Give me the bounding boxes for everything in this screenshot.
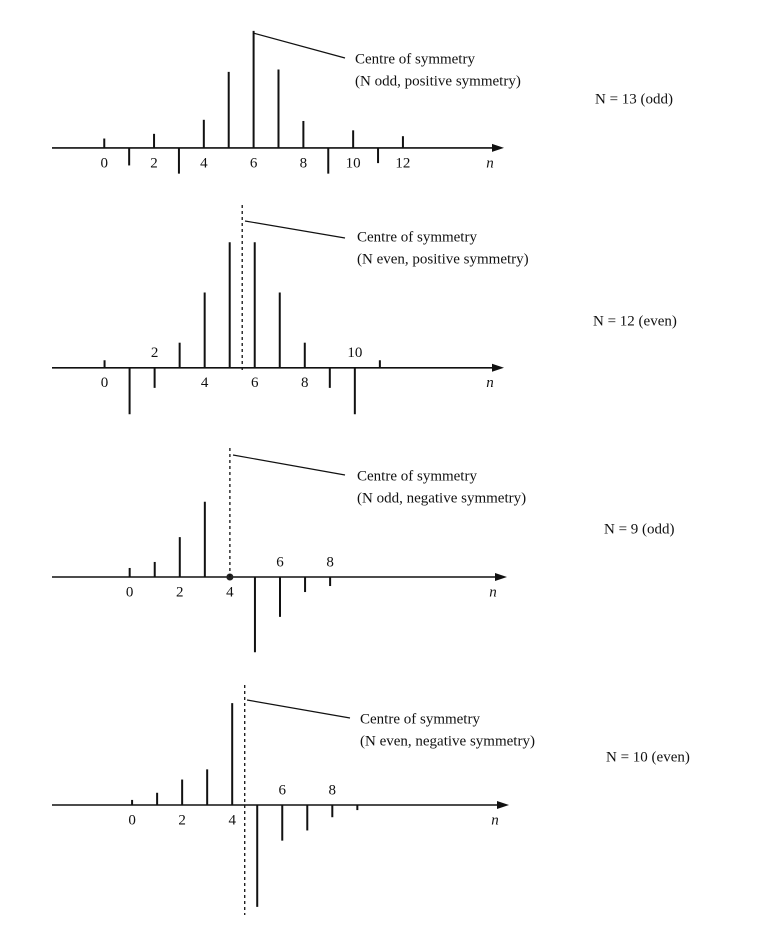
pointer — [232, 454, 346, 476]
arrow-head — [492, 363, 504, 372]
x-tick-label: 4 — [201, 375, 209, 391]
x-tick-label: 2 — [176, 584, 184, 600]
x-tick-label: 8 — [300, 155, 308, 171]
annotation: (N even, positive symmetry) — [357, 251, 529, 267]
pointer — [244, 220, 346, 239]
x-tick-label: 12 — [395, 155, 410, 171]
x-tick-label: 8 — [326, 554, 334, 570]
x-tick-label: 4 — [228, 812, 236, 828]
x-tick-label: 0 — [126, 584, 134, 600]
panel-label: N = 9 (odd) — [604, 521, 675, 537]
arrow-head — [495, 573, 507, 581]
axis-label: n — [491, 812, 499, 828]
x-tick-label: 4 — [200, 155, 208, 171]
x-tick-label: 8 — [301, 375, 309, 391]
annotation: (N odd, positive symmetry) — [355, 73, 521, 89]
x-tick-label: 0 — [101, 375, 109, 391]
axis-label: n — [486, 155, 494, 171]
x-tick-label: 2 — [178, 812, 186, 828]
x-tick-label: 6 — [251, 375, 259, 391]
annotation: (N even, negative symmetry) — [360, 733, 535, 749]
annotation: Centre of symmetry — [357, 229, 477, 245]
annotation: Centre of symmetry — [360, 711, 480, 727]
panel-label: N = 12 (even) — [593, 313, 677, 329]
axis-label: n — [489, 584, 497, 600]
panel-label: N = 13 (odd) — [595, 91, 673, 107]
arrow-head — [497, 801, 509, 809]
panel-label: N = 10 (even) — [606, 749, 690, 765]
x-tick-label: 0 — [128, 812, 136, 828]
annotation: Centre of symmetry — [355, 51, 475, 67]
x-tick-label: 0 — [101, 155, 109, 171]
axis-label: n — [486, 375, 494, 391]
x-tick-label: 6 — [250, 155, 258, 171]
x-tick-label: 2 — [150, 155, 158, 171]
x-tick-label: 6 — [276, 554, 284, 570]
x-tick-label: 4 — [226, 584, 234, 600]
x-tick-label: 10 — [346, 155, 361, 171]
x-tick-label: 10 — [347, 345, 362, 361]
pointer — [246, 699, 351, 719]
x-tick-label: 8 — [329, 782, 337, 798]
annotation: (N odd, negative symmetry) — [357, 490, 526, 506]
pointer — [252, 32, 346, 59]
x-tick-label: 6 — [279, 782, 287, 798]
x-tick-label: 2 — [151, 345, 159, 361]
arrow-head — [492, 143, 504, 152]
annotation: Centre of symmetry — [357, 468, 477, 484]
